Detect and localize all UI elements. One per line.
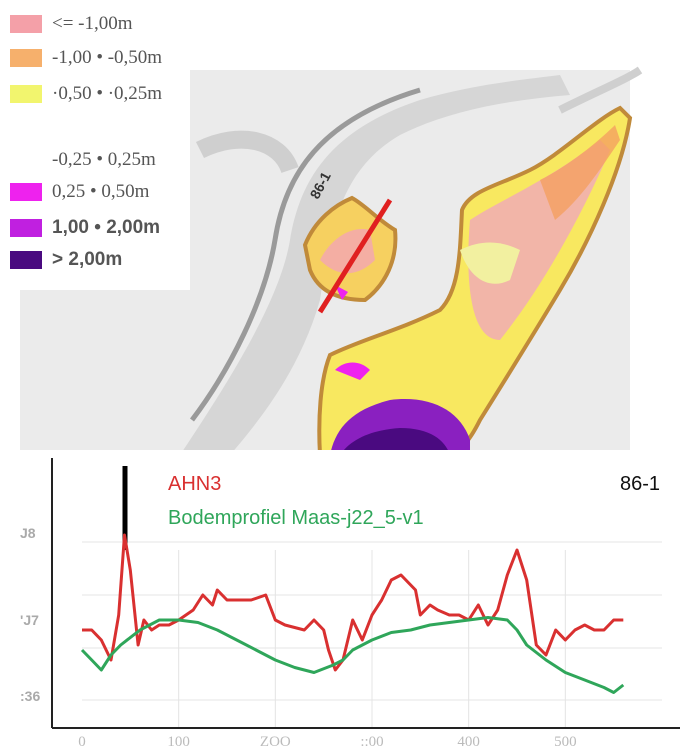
legend-label: <= -1,00m xyxy=(52,13,133,34)
chart-series xyxy=(80,533,625,694)
west-pink-zone xyxy=(320,229,375,274)
chart-title: 86-1 xyxy=(620,473,660,495)
x-tick-label: 500 xyxy=(554,734,577,747)
map-background-left xyxy=(20,290,210,455)
x-tick-label: 400 xyxy=(457,734,480,747)
chart-grid xyxy=(82,541,662,728)
x-tick-label: ZOO xyxy=(260,734,291,747)
legend-swatch xyxy=(10,85,42,103)
legend-item: -0,25 • 0,25m xyxy=(10,149,156,170)
depth-zone-orange xyxy=(540,125,620,220)
legend-swatch xyxy=(10,251,42,269)
legend-label: > 2,00m xyxy=(52,249,123,270)
legend-item: > 2,00m xyxy=(10,249,123,270)
y-tick-label: J8 xyxy=(20,525,36,541)
west-magenta-spot xyxy=(335,285,348,300)
legend-label: ·0,50 • ·0,25m xyxy=(52,83,163,104)
y-tick-labels: J8 'J7 :36 xyxy=(20,525,40,704)
legend-swatch xyxy=(10,15,42,33)
legend-series-ahn3: AHN3 xyxy=(168,473,221,495)
depth-zone-magenta xyxy=(335,362,370,380)
legend-item: 1,00 • 2,00m xyxy=(10,217,161,238)
x-tick-label: 100 xyxy=(167,734,190,747)
legend-swatch xyxy=(10,183,42,201)
flood-depth-map[interactable]: 86-1 xyxy=(0,0,684,455)
x-tick-label: ::00 xyxy=(360,734,383,747)
y-tick-label: :36 xyxy=(20,688,40,704)
legend-item: 0,25 • 0,50m xyxy=(10,181,150,202)
side-water xyxy=(195,130,299,174)
depth-zone-darkpurple xyxy=(340,428,450,455)
x-tick-labels: 0 100 ZOO::00 400 500 xyxy=(78,734,576,747)
legend-label: 1,00 • 2,00m xyxy=(52,217,161,238)
legend-item: ·0,50 • ·0,25m xyxy=(10,83,163,104)
series-line-0 xyxy=(82,533,624,672)
map-legend: <= -1,00m -1,00 • -0,50m ·0,50 • ·0,25m … xyxy=(0,0,230,280)
side-road xyxy=(558,66,643,114)
depth-zone-lightyellow xyxy=(460,242,520,284)
legend-label: -1,00 • -0,50m xyxy=(52,47,163,68)
elevation-profile-chart: J8'J7:36 0 100 ZOO::00 400 500 AHN3 Bodempro… xyxy=(0,450,684,747)
series-line-1 xyxy=(80,616,625,694)
legend-swatch xyxy=(10,49,42,67)
legend-label: -0,25 • 0,25m xyxy=(52,149,156,170)
river-shape xyxy=(180,75,570,455)
legend-swatch xyxy=(10,219,42,237)
legend-swatch xyxy=(10,151,42,169)
legend-label: 0,25 • 0,50m xyxy=(52,181,150,202)
river-road xyxy=(190,87,421,422)
legend-item: -1,00 • -0,50m xyxy=(10,47,163,68)
legend-series-bodemprofiel: Bodemprofiel Maas-j22_5-v1 xyxy=(168,507,424,529)
y-tick-label: 'J7 xyxy=(20,612,39,628)
chart-background xyxy=(0,450,684,747)
x-tick-label: 0 xyxy=(78,734,86,747)
profile-line[interactable] xyxy=(317,198,393,314)
legend-item: <= -1,00m xyxy=(10,13,133,34)
